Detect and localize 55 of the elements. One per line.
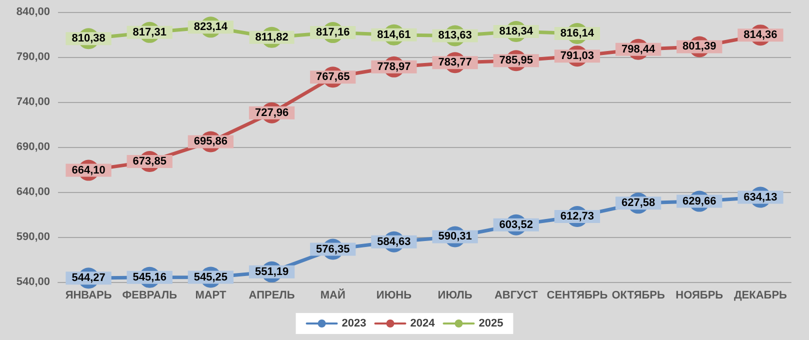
x-tick-label: ИЮЛЬ (438, 290, 472, 302)
legend-label: 2025 (478, 318, 504, 330)
data-label: 783,77 (438, 56, 472, 69)
data-label: 584,63 (377, 236, 411, 248)
x-tick-label: НОЯБРЬ (676, 290, 724, 302)
x-tick-label: АВГУСТ (494, 290, 538, 302)
x-tick-label: АПРЕЛЬ (248, 290, 295, 302)
data-label: 791,03 (560, 50, 594, 62)
data-label: 727,96 (254, 106, 289, 119)
x-tick-label: МАРТ (195, 290, 226, 302)
data-label: 814,36 (744, 29, 778, 42)
data-label: 823,14 (194, 21, 228, 34)
legend-label: 2024 (410, 318, 436, 330)
x-tick-label: ЯНВАРЬ (65, 290, 112, 302)
data-label: 814,61 (377, 28, 411, 41)
x-tick-label: МАЙ (320, 288, 346, 302)
x-tick-label: ИЮНЬ (376, 290, 412, 302)
x-tick-label: ОКТЯБРЬ (612, 290, 665, 302)
data-label: 818,34 (499, 25, 534, 38)
legend-label: 2023 (342, 318, 366, 330)
y-tick-label: 740,00 (16, 96, 50, 108)
data-label: 778,97 (377, 60, 411, 73)
data-label: 695,86 (194, 136, 228, 148)
data-label: 576,35 (316, 243, 350, 256)
data-label: 767,65 (316, 71, 350, 84)
data-label: 813,63 (438, 30, 472, 42)
data-label: 673,85 (132, 156, 166, 168)
y-tick-label: 540,00 (16, 276, 50, 288)
data-label: 785,95 (499, 54, 533, 67)
data-label: 817,31 (132, 26, 166, 38)
data-label: 551,19 (254, 266, 289, 278)
data-label: 545,16 (132, 271, 166, 284)
data-label: 811,82 (255, 31, 288, 44)
y-tick-label: 840,00 (16, 6, 50, 18)
data-label: 801,39 (682, 40, 716, 53)
data-label: 629,66 (682, 195, 716, 208)
data-label: 545,25 (194, 271, 228, 284)
x-tick-label: ДЕКАБРЬ (734, 290, 788, 302)
y-tick-label: 790,00 (16, 51, 50, 63)
data-label: 544,27 (72, 272, 106, 284)
data-label: 612,73 (560, 210, 594, 223)
data-label: 603,52 (499, 218, 533, 231)
x-tick-label: СЕНТЯБРЬ (546, 290, 608, 302)
y-tick-label: 590,00 (16, 231, 50, 243)
data-label: 798,44 (621, 43, 656, 56)
data-label: 817,16 (316, 26, 350, 39)
data-label: 816,14 (560, 27, 595, 40)
x-tick-label: ФЕВРАЛЬ (122, 290, 178, 302)
y-tick-label: 640,00 (16, 186, 50, 198)
data-label: 664,10 (72, 164, 106, 176)
data-label: 634,13 (744, 191, 778, 204)
data-label: 590,31 (438, 230, 472, 243)
y-tick-label: 690,00 (16, 141, 50, 153)
data-label: 810,38 (72, 32, 106, 45)
data-label: 627,58 (621, 197, 656, 210)
